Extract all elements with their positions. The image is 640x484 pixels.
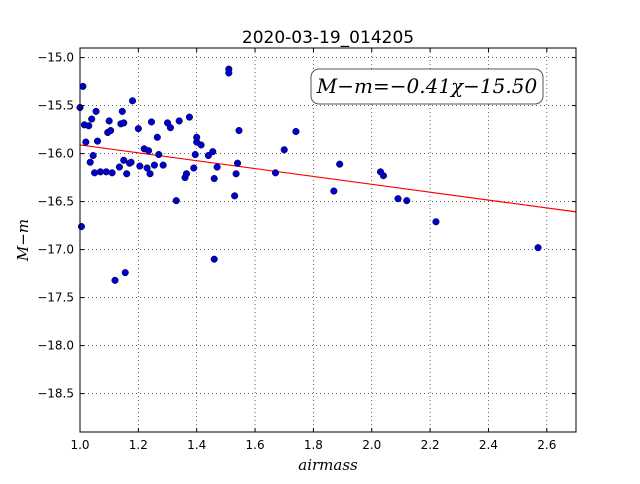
- x-axis-label: airmass: [298, 456, 358, 474]
- data-point: [82, 138, 90, 146]
- data-point: [271, 169, 280, 177]
- data-point: [336, 160, 344, 168]
- data-point: [197, 141, 205, 149]
- x-tick-label: 2.2: [421, 438, 440, 452]
- plot-area: [80, 48, 576, 432]
- data-point: [210, 255, 218, 263]
- annotation-box: [310, 68, 544, 105]
- data-point: [379, 172, 387, 180]
- data-point: [89, 151, 97, 160]
- data-point: [155, 151, 163, 159]
- data-point: [225, 69, 233, 77]
- x-tick-label: 1.8: [304, 438, 323, 452]
- y-tick-label: −15.0: [37, 51, 74, 65]
- data-point: [185, 113, 193, 121]
- data-point: [234, 159, 242, 167]
- data-point: [403, 197, 411, 205]
- data-point: [91, 169, 99, 177]
- data-point: [175, 117, 183, 125]
- data-point: [136, 162, 144, 170]
- y-tick-label: −18.5: [37, 387, 74, 401]
- x-tick-label: 2.4: [479, 438, 498, 452]
- x-tick-label: 2.6: [537, 438, 556, 452]
- y-tick-label: −16.5: [37, 195, 74, 209]
- data-point: [231, 192, 239, 200]
- data-point: [210, 175, 218, 183]
- y-tick-label: −17.0: [37, 243, 74, 257]
- x-tick-label: 2.0: [362, 438, 381, 452]
- y-tick-label: −17.5: [37, 291, 74, 305]
- data-point: [105, 117, 113, 125]
- fit-line-layer: [79, 144, 577, 213]
- data-point: [235, 127, 243, 135]
- plot-frame: [79, 47, 577, 433]
- y-tick-label: −18.0: [37, 339, 74, 353]
- data-point: [147, 118, 156, 126]
- data-point: [534, 244, 542, 252]
- data-point: [182, 170, 191, 178]
- equation-annotation: M−m=−0.41χ−15.50: [310, 68, 544, 105]
- chart-title: 2020-03-19_014205: [242, 28, 414, 48]
- data-point: [92, 107, 100, 115]
- data-point: [107, 127, 115, 135]
- data-points: [76, 65, 542, 284]
- data-point: [150, 161, 158, 169]
- data-point: [121, 269, 129, 277]
- data-point: [191, 151, 199, 159]
- data-point: [159, 161, 167, 169]
- data-point: [134, 125, 142, 133]
- y-tick-label: −15.5: [37, 99, 74, 113]
- data-point: [166, 124, 174, 132]
- data-point: [280, 146, 288, 154]
- data-point: [79, 82, 87, 90]
- data-point: [77, 223, 86, 231]
- data-point: [93, 137, 102, 145]
- data-point: [85, 122, 93, 130]
- fit-line: [79, 144, 577, 213]
- data-point: [120, 156, 128, 164]
- data-point: [123, 170, 131, 178]
- data-point: [172, 197, 180, 205]
- data-point: [118, 107, 126, 115]
- annotation-text: M−m=−0.41χ−15.50: [316, 74, 538, 98]
- data-point: [86, 158, 94, 166]
- data-point: [146, 170, 154, 178]
- axis-ticks: 1.0 1.2 1.4 1.6 1.8 2.0 2.2 2.4 2.6 −15.0 −15.5 −16…: [37, 48, 576, 452]
- data-point: [432, 218, 440, 226]
- x-tick-label: 1.0: [70, 438, 89, 452]
- data-point: [120, 119, 128, 127]
- y-axis-label: M−m: [14, 219, 32, 262]
- data-point: [213, 163, 221, 171]
- data-point: [108, 169, 116, 177]
- data-point: [394, 195, 402, 203]
- data-point: [102, 168, 110, 176]
- data-point: [115, 163, 123, 171]
- data-point: [153, 133, 161, 141]
- x-tick-label: 1.2: [129, 438, 148, 452]
- x-tick-label: 1.4: [187, 438, 206, 452]
- data-point: [111, 276, 119, 284]
- data-point: [88, 115, 96, 123]
- data-point: [128, 97, 137, 105]
- data-point: [330, 187, 338, 195]
- y-tick-label: −16.0: [37, 147, 74, 161]
- data-point: [145, 147, 153, 155]
- data-point: [127, 158, 135, 166]
- x-tick-label: 1.6: [246, 438, 265, 452]
- data-point: [292, 127, 300, 136]
- grid: [79, 48, 576, 432]
- data-point: [232, 170, 240, 178]
- data-point: [190, 164, 198, 172]
- data-point: [143, 164, 151, 172]
- data-point: [209, 148, 217, 156]
